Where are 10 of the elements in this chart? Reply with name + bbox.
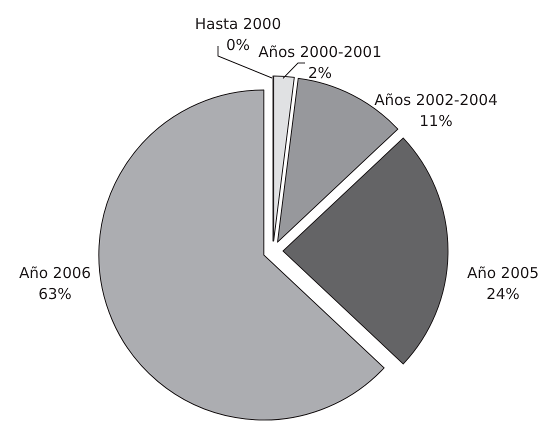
data-label: 24%: [486, 285, 520, 303]
slice-label: Año 2006: [19, 264, 91, 282]
category-label: Hasta 2000: [194, 15, 282, 33]
slice-label: Años 2002-2004: [374, 91, 498, 109]
slice-label: Años 2000-2001: [258, 43, 382, 61]
data-label: 11%: [419, 112, 453, 130]
data-label: 2%: [308, 64, 332, 82]
text: 0%: [226, 36, 250, 54]
slice-label: Año 2005: [467, 264, 539, 282]
data-label: 63%: [38, 285, 72, 303]
